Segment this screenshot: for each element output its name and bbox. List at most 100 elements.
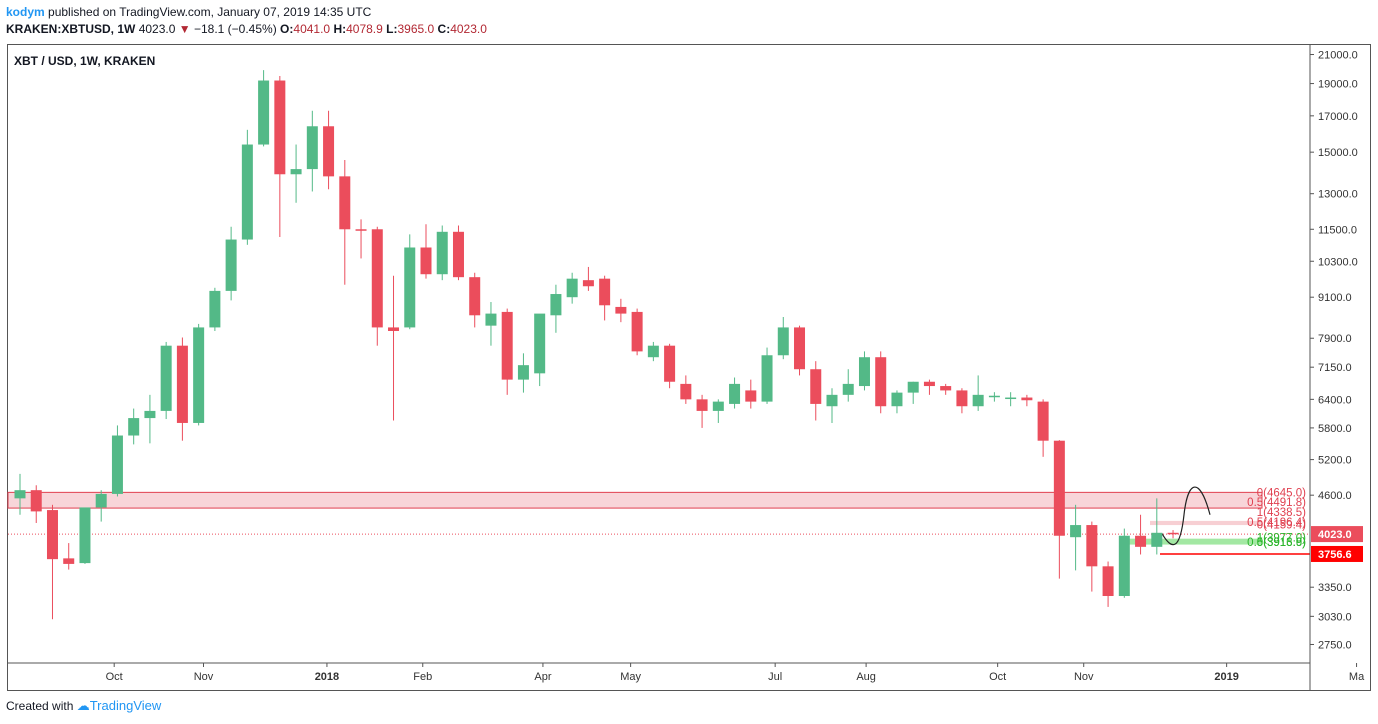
candle-body xyxy=(258,80,270,145)
x-tick-label: Ma xyxy=(1349,671,1365,683)
x-tick-label: Nov xyxy=(1074,671,1094,683)
candle-body xyxy=(160,345,172,411)
resistance-zone xyxy=(7,491,1263,509)
current-price-label: 4023.0 xyxy=(1318,529,1352,541)
candle-body xyxy=(582,280,594,287)
y-tick-label: 4600.0 xyxy=(1318,490,1352,502)
candle-body xyxy=(566,278,578,298)
candle-body xyxy=(696,399,708,411)
footer: Created with ☁TradingView xyxy=(6,698,161,714)
candle-body xyxy=(371,229,383,328)
open-value: 4041.0 xyxy=(293,22,331,36)
candle-body xyxy=(1070,525,1082,538)
y-tick-label: 17000.0 xyxy=(1318,111,1358,123)
projection-path xyxy=(1161,486,1211,546)
candle-body xyxy=(534,313,546,374)
y-tick-label: 3030.0 xyxy=(1318,611,1352,623)
candle-body xyxy=(323,126,335,177)
candle-body xyxy=(290,169,302,175)
candle-body xyxy=(355,229,367,231)
chart-title: XBT / USD, 1W, KRAKEN xyxy=(14,54,155,68)
candle-body xyxy=(436,231,448,275)
candle-body xyxy=(1086,525,1098,567)
candle-body xyxy=(1167,532,1179,535)
candle-body xyxy=(956,390,968,407)
x-tick-label: Oct xyxy=(106,671,123,683)
candle-body xyxy=(30,490,42,512)
candle-body xyxy=(1151,532,1163,547)
candle-body xyxy=(615,306,627,314)
candle-body xyxy=(842,383,854,395)
candle-body xyxy=(420,247,432,275)
candle-body xyxy=(79,507,91,564)
x-tick-label: Nov xyxy=(194,671,214,683)
candle-body xyxy=(176,345,188,423)
candle-body xyxy=(128,418,140,436)
candle-body xyxy=(63,558,75,564)
candle-body xyxy=(14,490,26,499)
candle-body xyxy=(599,278,611,306)
low-value: 3965.0 xyxy=(397,22,435,36)
fib-label: 0(4159.4) xyxy=(1257,519,1306,531)
fib-label: 1(4338.5) xyxy=(1257,507,1306,519)
y-tick-label: 5800.0 xyxy=(1318,423,1352,435)
candle-body xyxy=(241,144,253,240)
candle-body xyxy=(193,327,205,423)
publish-line: kodym published on TradingView.com, Janu… xyxy=(6,4,487,21)
candle-body xyxy=(1135,535,1147,547)
fib-label: 0(3916.9) xyxy=(1257,537,1306,549)
candle-body xyxy=(95,493,107,508)
published-text: published on TradingView.com, January 07… xyxy=(48,5,372,19)
support-zone xyxy=(1125,538,1262,545)
candle-body xyxy=(712,401,724,411)
candle-body xyxy=(777,327,789,356)
candle-body xyxy=(517,365,529,380)
candle-body xyxy=(306,126,318,170)
y-tick-label: 7900.0 xyxy=(1318,333,1352,345)
chart-header: kodym published on TradingView.com, Janu… xyxy=(6,4,487,38)
candle-body xyxy=(46,510,58,560)
y-tick-label: 15000.0 xyxy=(1318,147,1358,159)
candle-body xyxy=(1053,440,1065,536)
x-tick-label: May xyxy=(620,671,641,683)
high-value: 4078.9 xyxy=(346,22,383,36)
x-tick-label: Oct xyxy=(989,671,1006,683)
down-triangle-icon: ▼ xyxy=(178,22,191,36)
fib-label: 0.5(3913.6) xyxy=(1247,537,1306,549)
candle-body xyxy=(1102,566,1114,597)
author-link[interactable]: kodym xyxy=(6,5,45,19)
candle-body xyxy=(485,313,497,326)
current-price-badge xyxy=(1311,526,1363,543)
y-tick-label: 21000.0 xyxy=(1318,50,1358,62)
y-tick-label: 7150.0 xyxy=(1318,362,1352,374)
candle-body xyxy=(144,410,156,419)
candle-body xyxy=(550,294,562,316)
candle-body xyxy=(875,357,887,407)
x-tick-label: Feb xyxy=(413,671,432,683)
candle-body xyxy=(858,357,870,387)
candle-body xyxy=(680,383,692,400)
last-price: 4023.0 xyxy=(138,22,176,36)
y-tick-label: 13000.0 xyxy=(1318,189,1358,201)
y-tick-label: 10300.0 xyxy=(1318,256,1358,268)
candle-body xyxy=(404,247,416,328)
y-tick-label: 6400.0 xyxy=(1318,394,1352,406)
candle-body xyxy=(647,345,659,358)
change-value: −18.1 (−0.45%) xyxy=(193,22,277,36)
candle-body xyxy=(826,394,838,407)
tradingview-brand[interactable]: TradingView xyxy=(89,698,162,713)
open-label: O: xyxy=(280,22,294,36)
y-tick-label: 3350.0 xyxy=(1318,582,1352,594)
close-label: C: xyxy=(437,22,451,36)
candle-body xyxy=(501,311,513,380)
y-tick-label: 2750.0 xyxy=(1318,639,1352,651)
candle-body xyxy=(923,381,935,387)
tradingview-logo-icon: ☁ xyxy=(76,698,90,713)
candle-body xyxy=(972,394,984,407)
y-tick-label: 5200.0 xyxy=(1318,455,1352,467)
y-tick-label: 19000.0 xyxy=(1318,79,1358,91)
candle-body xyxy=(388,327,400,331)
candle-body xyxy=(907,381,919,393)
candle-body xyxy=(452,231,464,278)
